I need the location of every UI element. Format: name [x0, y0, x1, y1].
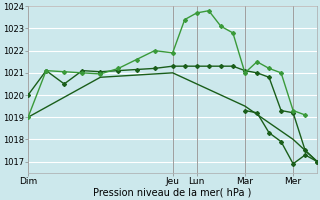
X-axis label: Pression niveau de la mer( hPa ): Pression niveau de la mer( hPa ) [93, 187, 252, 197]
